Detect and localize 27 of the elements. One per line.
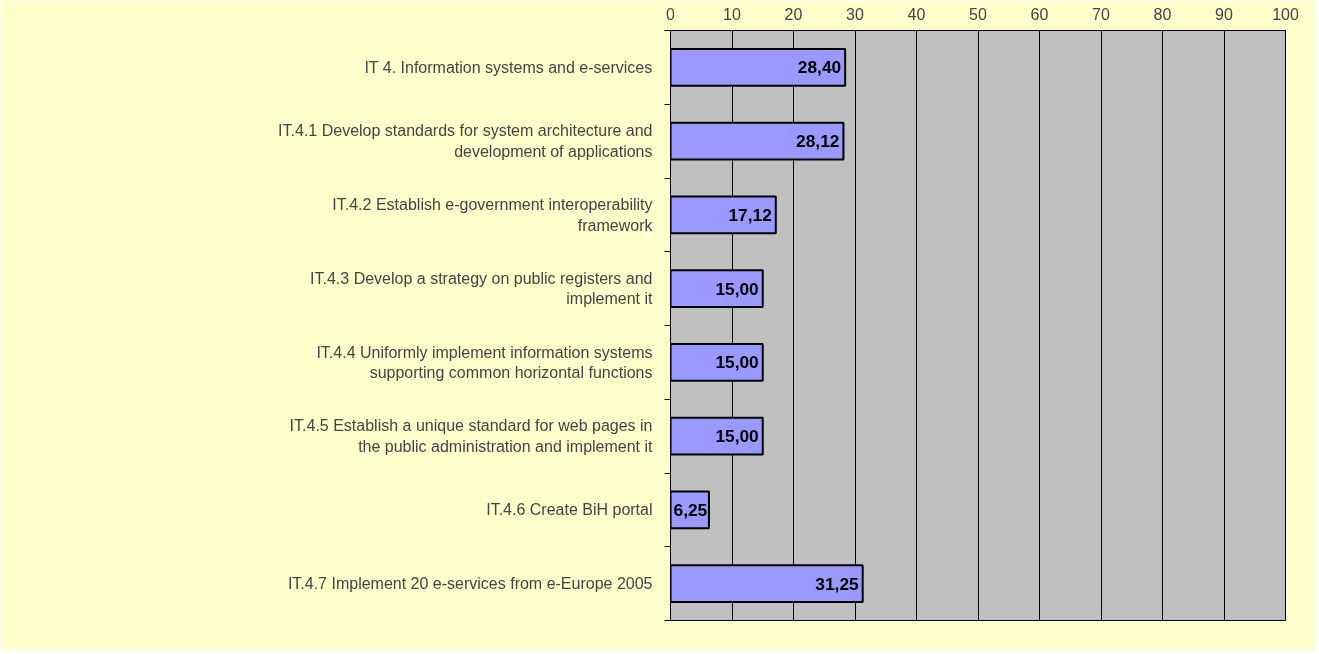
data-label: 15,00 <box>715 352 759 373</box>
data-label: 15,00 <box>715 278 759 299</box>
y-tick-label: IT.4.1 Develop standards for system architecture and development of applications <box>278 122 653 160</box>
x-tick-label: 0 <box>666 5 676 23</box>
data-label: 6,25 <box>673 499 708 520</box>
data-label: 15,00 <box>715 426 759 447</box>
data-label: 31,25 <box>815 573 860 594</box>
y-tick-label: IT.4.6 Create BiH portal <box>486 501 653 519</box>
x-tick-label: 90 <box>1215 5 1233 23</box>
x-tick-label: 70 <box>1092 5 1110 23</box>
data-label: 28,40 <box>797 57 842 78</box>
x-tick-label: 30 <box>846 5 864 23</box>
y-tick-label: IT.4.2 Establish e-government interoperability framework <box>332 196 654 234</box>
x-tick-label: 60 <box>1030 5 1049 23</box>
x-tick-label: 20 <box>784 5 803 23</box>
data-label: 17,12 <box>728 204 772 225</box>
x-tick-label: 50 <box>969 5 987 23</box>
x-tick-label: 100 <box>1272 5 1299 23</box>
y-tick-label: IT.4.3 Develop a strategy on public registers and implement it <box>310 269 654 308</box>
x-tick-label: 10 <box>723 5 741 23</box>
x-tick-label: 40 <box>907 5 926 23</box>
y-tick-label: IT.4.4 Uniformly implement information systems supporting common horizontal functions <box>316 343 653 382</box>
y-tick-label: IT 4. Information systems and e-services <box>364 58 653 76</box>
y-tick-label: IT.4.7 Implement 20 e-services from e-Europe 2005 <box>287 575 653 593</box>
x-tick-label: 80 <box>1153 5 1172 23</box>
y-tick-label: IT.4.5 Establish a unique standard for web pages in the public administration and implement it <box>289 417 654 455</box>
data-label: 28,12 <box>796 131 840 152</box>
